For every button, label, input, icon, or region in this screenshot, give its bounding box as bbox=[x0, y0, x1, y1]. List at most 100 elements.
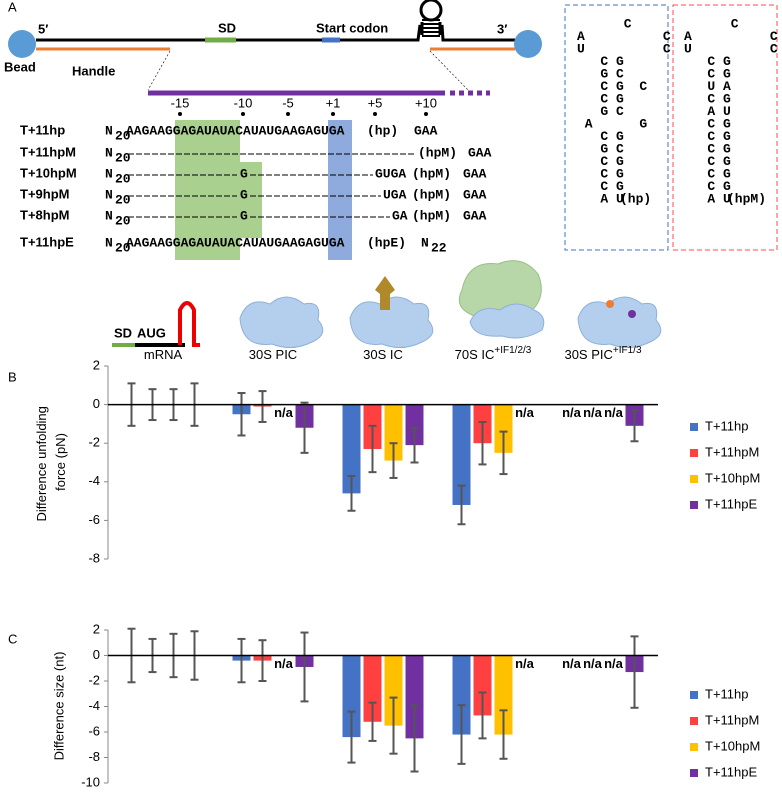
error-bar bbox=[499, 430, 508, 476]
icon-if1 bbox=[606, 300, 614, 308]
na-label: n/a bbox=[515, 405, 535, 420]
sequence: N bbox=[105, 145, 113, 160]
hairpin-row: A U bbox=[684, 191, 731, 206]
subscript: 20 bbox=[115, 213, 131, 228]
construct-name: T+8hpM bbox=[20, 207, 69, 222]
hairpin-row: C G bbox=[684, 154, 731, 169]
na-label: n/a bbox=[274, 405, 294, 420]
sequence: N bbox=[105, 187, 113, 202]
error-bar bbox=[368, 424, 377, 474]
hairpin-row: U A bbox=[684, 79, 731, 94]
panel-label: C bbox=[8, 631, 17, 646]
y-axis-label: Difference unfolding force (pN) bbox=[34, 402, 68, 521]
hairpin-box bbox=[564, 4, 669, 251]
position-dot bbox=[178, 112, 182, 116]
position-dot bbox=[241, 112, 245, 116]
sequence: G bbox=[240, 208, 248, 223]
na-label: n/a bbox=[583, 656, 603, 671]
subscript: 20 bbox=[115, 150, 131, 165]
hairpin-row: C bbox=[684, 16, 739, 31]
hairpin-row: C G bbox=[684, 179, 731, 194]
legend-label: T+11hpM bbox=[705, 712, 759, 727]
hairpin-row: C G bbox=[577, 179, 624, 194]
legend-label: T+11hpE bbox=[705, 496, 757, 511]
handle-label: Handle bbox=[72, 63, 115, 78]
hairpin-row: G C bbox=[577, 104, 624, 119]
hairpin-row: A G bbox=[577, 116, 647, 131]
position-label: +10 bbox=[415, 95, 437, 110]
sequence: (hpM) bbox=[412, 208, 451, 223]
panel-label: B bbox=[8, 369, 17, 384]
hairpin-row: C G bbox=[577, 154, 624, 169]
sequence: N bbox=[105, 235, 113, 250]
category-name: 70S IC bbox=[455, 347, 495, 362]
sd-label: SD bbox=[218, 20, 236, 35]
error-bar bbox=[389, 696, 398, 755]
legend-label: T+11hp bbox=[705, 686, 749, 701]
y-tick-label: -4 bbox=[88, 473, 100, 488]
sequence: G bbox=[240, 187, 248, 202]
bar bbox=[384, 655, 403, 726]
category-superscript: +IF1/2/3 bbox=[494, 345, 531, 356]
legend-swatch bbox=[690, 449, 698, 457]
sequence: GAA bbox=[468, 145, 492, 160]
bar bbox=[494, 655, 513, 735]
category-name: 30S IC bbox=[363, 347, 403, 362]
guide bbox=[147, 50, 171, 91]
error-bar bbox=[389, 442, 398, 479]
icon-trna bbox=[375, 276, 395, 310]
sequence: GA bbox=[392, 208, 408, 223]
na-label: n/a bbox=[583, 405, 603, 420]
hairpin-row: A C bbox=[684, 29, 778, 44]
position-dot bbox=[331, 112, 335, 116]
sequence: GAA bbox=[463, 187, 487, 202]
y-tick-label: 0 bbox=[93, 396, 100, 411]
y-tick-label: -6 bbox=[88, 512, 100, 527]
panel-label: A bbox=[8, 0, 17, 14]
error-bar bbox=[457, 704, 466, 765]
hairpin-row: A U bbox=[684, 104, 731, 119]
hairpin-row: C bbox=[577, 16, 632, 31]
error-bar bbox=[478, 691, 487, 740]
legend-label: T+10hpM bbox=[705, 738, 760, 753]
icon-if3 bbox=[628, 310, 636, 318]
subscript: 20 bbox=[115, 192, 131, 207]
guide bbox=[429, 50, 469, 91]
sequence: GUGA bbox=[375, 166, 406, 181]
sequence: N bbox=[421, 235, 429, 250]
sequence: GAA bbox=[414, 123, 438, 138]
subscript: 20 bbox=[115, 128, 131, 143]
hairpin-row: C G bbox=[684, 91, 731, 106]
error-bar bbox=[410, 426, 419, 464]
hairpin-row: C G bbox=[684, 116, 731, 131]
position-label: +1 bbox=[326, 95, 341, 110]
y-tick-label: -6 bbox=[88, 723, 100, 738]
hairpin-label: (hpM) bbox=[727, 191, 766, 206]
position-label: -15 bbox=[171, 95, 190, 110]
hairpin-row: C G bbox=[684, 141, 731, 156]
legend-label: T+11hp bbox=[705, 418, 749, 433]
hairpin-row: C G bbox=[577, 166, 624, 181]
start-label: Start codon bbox=[316, 20, 388, 35]
sequence: AAGAAGGAGAUAUACAUAUGAAGAGUGA bbox=[126, 123, 345, 138]
category-label: 30S PIC bbox=[249, 347, 297, 362]
hairpin-row: C G bbox=[577, 91, 624, 106]
category-name: mRNA bbox=[144, 347, 183, 362]
error-bar bbox=[410, 704, 419, 773]
construct-diagram bbox=[8, 0, 778, 260]
legend-swatch bbox=[690, 769, 698, 777]
na-label: n/a bbox=[604, 405, 624, 420]
end-label: 3′ bbox=[497, 21, 507, 36]
sequence: (hpM) bbox=[412, 166, 451, 181]
error-bar bbox=[630, 409, 639, 443]
icon-30s bbox=[239, 296, 324, 348]
sequence: (hpM) bbox=[418, 145, 457, 160]
hairpin-row: C G C bbox=[577, 79, 647, 94]
legend-swatch bbox=[690, 423, 698, 431]
sequence: (hpE) bbox=[367, 235, 406, 250]
bar bbox=[405, 404, 424, 446]
error-bar bbox=[258, 639, 267, 682]
hairpin-label: (hp) bbox=[620, 191, 651, 206]
na-label: n/a bbox=[562, 405, 582, 420]
